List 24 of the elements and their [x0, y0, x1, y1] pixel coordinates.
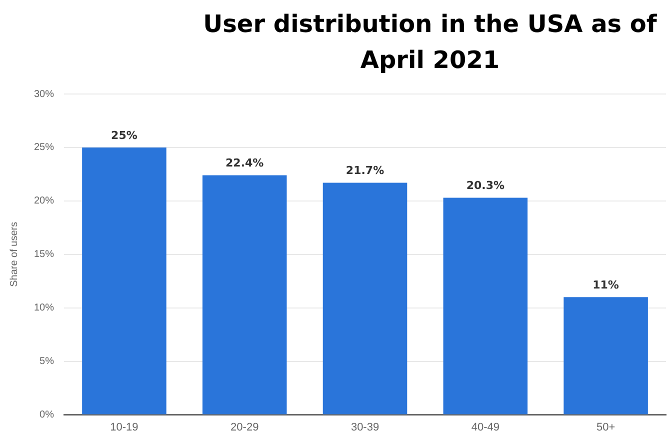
chart-title: User distribution in the USA as of April 2021 [202, 9, 658, 76]
x-tick-label: 50+ [596, 421, 616, 434]
y-tick-label: 5% [40, 356, 54, 368]
bar [564, 297, 648, 414]
x-tick-label: 10-19 [110, 421, 138, 434]
y-tick-label: 0% [40, 410, 54, 421]
x-tick-label: 20-29 [230, 421, 259, 434]
bar [443, 198, 528, 414]
y-tick-label: 10% [34, 302, 54, 314]
data-label: 20.3% [466, 179, 504, 192]
x-tick-label: 30-39 [350, 421, 380, 434]
y-axis-title: Share of users [8, 222, 20, 287]
y-tick-label: 25% [34, 142, 54, 154]
data-label: 25% [111, 128, 138, 142]
data-label: 11% [592, 278, 619, 292]
y-tick-label: 30% [34, 88, 54, 100]
data-label: 22.4% [226, 156, 264, 170]
bar [322, 182, 408, 414]
y-tick-label: 15% [34, 249, 54, 260]
y-tick-label: 20% [34, 196, 54, 207]
x-tick-label: 40-49 [471, 421, 500, 434]
bar [82, 147, 166, 414]
bar [202, 175, 287, 414]
data-label: 21.7% [346, 164, 384, 178]
